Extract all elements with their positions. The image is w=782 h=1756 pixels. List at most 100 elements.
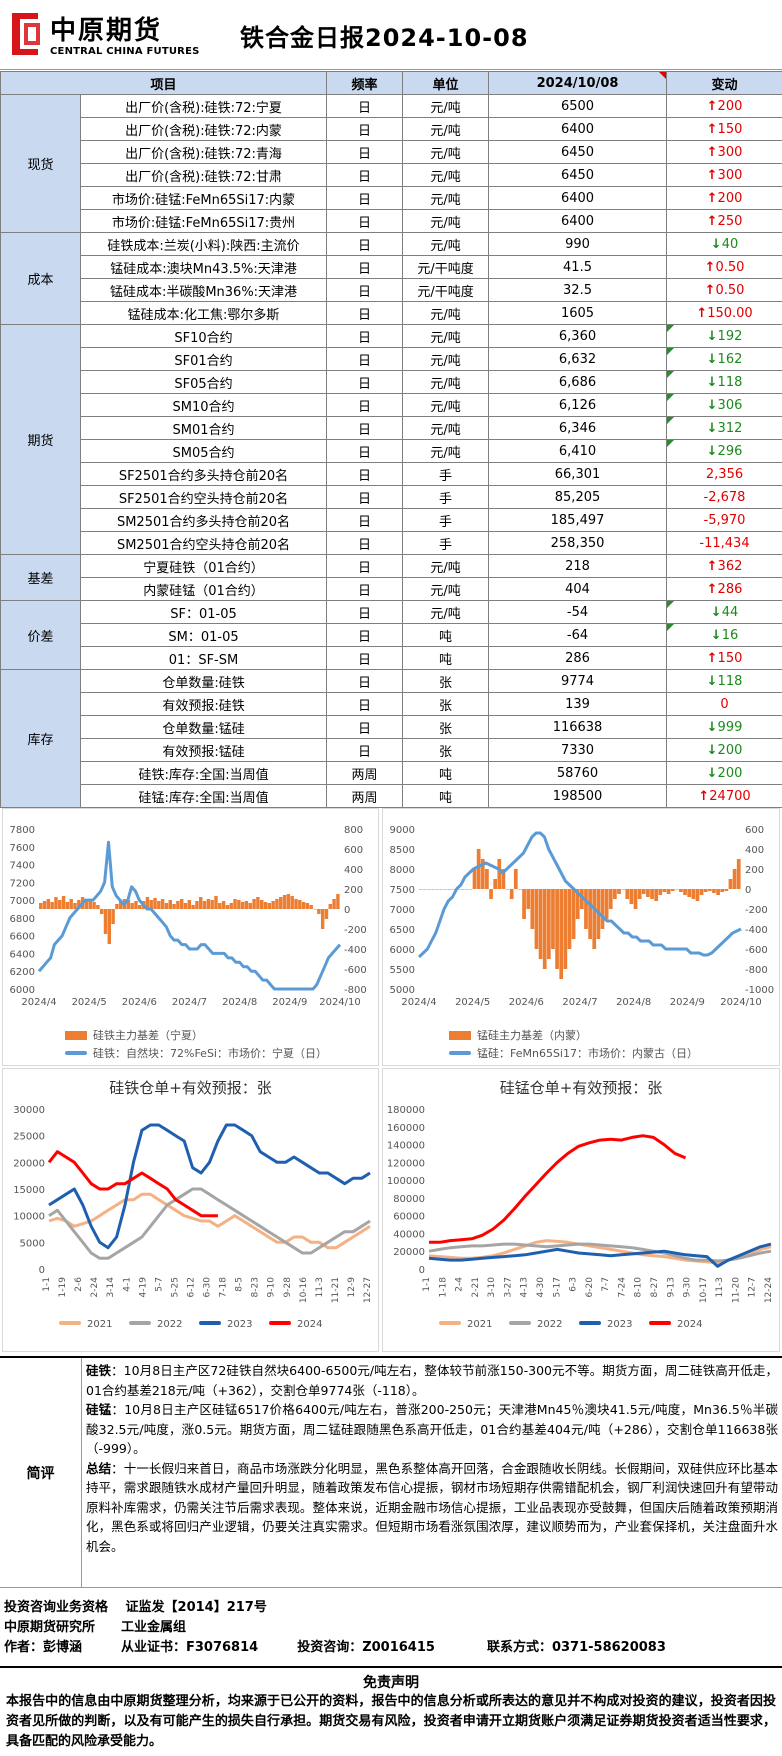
bar [168, 900, 172, 909]
item-cell: 锰硅成本:半碳酸Mn36%:天津港 [79, 278, 328, 302]
change-cell: ↑300 [666, 163, 782, 187]
bar [600, 889, 605, 929]
value-cell: 218 [488, 554, 668, 578]
series-line-2021 [48, 1192, 371, 1250]
change-cell: ↑250 [666, 209, 782, 233]
bar [320, 909, 325, 929]
bar [518, 889, 522, 890]
y-tick-label: 120000 [387, 1158, 425, 1169]
bar [580, 889, 584, 909]
legend-label: 2022 [157, 1319, 182, 1330]
change-cell: ↑286 [666, 577, 782, 601]
x-tick-label: 7-24 [617, 1277, 627, 1298]
y-tick-label: 20000 [13, 1158, 45, 1169]
col-header-unit: 单位 [402, 71, 490, 95]
bar [575, 889, 580, 919]
value-cell: -54 [488, 600, 668, 624]
item-cell: 宁夏硅铁（01合约） [79, 554, 328, 578]
bar [305, 903, 310, 909]
y2-tick-label: 800 [344, 825, 363, 836]
item-cell: 硅锰:库存:全国:当周值 [79, 784, 328, 808]
arrow-down-icon: ↓ [706, 374, 718, 390]
bar [629, 889, 634, 904]
bar [419, 889, 423, 890]
y-tick-label: 7500 [390, 885, 415, 896]
x-tick-label: 4-30 [536, 1277, 546, 1298]
change-cell: ↑0.50 [666, 255, 782, 279]
x-tick-label: 11-3 [315, 1277, 325, 1297]
value-cell: 6,346 [488, 416, 668, 440]
bar [145, 897, 150, 909]
y2-tick-label: -200 [344, 925, 367, 936]
y-tick-label: 6500 [390, 925, 415, 936]
arrow-up-icon: ↑ [706, 144, 718, 160]
bar [716, 889, 720, 895]
x-tick-label: 6-30 [203, 1277, 213, 1298]
item-cell: 硅铁:库存:全国:当周值 [79, 761, 328, 785]
y-tick-label: 7600 [10, 843, 35, 854]
item-cell: 市场价:硅锰:FeMn65Si17:贵州 [79, 209, 328, 233]
y-tick-label: 9000 [390, 825, 415, 836]
change-value: 362 [717, 558, 743, 574]
value-cell: 58760 [488, 761, 668, 785]
bar [286, 894, 291, 909]
table-row: SF2501合约空头持仓前20名日手 85,205 -2,678 [1, 485, 782, 509]
y-tick-label: 60000 [393, 1212, 425, 1223]
y2-tick-label: -400 [344, 945, 367, 956]
bar [138, 905, 142, 909]
unit-cell: 元/吨 [402, 577, 490, 601]
bar [107, 909, 112, 944]
change-cell: ↑0.50 [666, 278, 782, 302]
legend-label: 2021 [87, 1319, 112, 1330]
freq-cell: 日 [326, 186, 404, 210]
value-cell: 1605 [488, 301, 668, 325]
bar [489, 889, 493, 899]
table-row: 01：SF-SM 日吨 286 ↑150 [1, 646, 782, 670]
x-tick-label: 8-5 [235, 1277, 245, 1292]
change-cell: ↑362 [666, 554, 782, 578]
x-tick-label: 2024/6 [509, 997, 544, 1008]
item-cell: SM：01-05 [79, 623, 328, 647]
x-tick-label: 12-9 [347, 1277, 357, 1298]
x-tick-label: 2024/9 [670, 997, 705, 1008]
unit-cell: 元/吨 [402, 117, 490, 141]
col-header-change: 变动 [666, 71, 782, 95]
bar [153, 898, 157, 909]
bar [172, 904, 176, 909]
x-tick-label: 7-18 [219, 1277, 229, 1298]
change-value: 250 [717, 213, 743, 229]
change-value: 150 [717, 650, 743, 666]
bar [248, 903, 252, 909]
bar [670, 889, 675, 891]
x-tick-label: 6-20 [585, 1277, 595, 1298]
x-tick-label: 9-10 [267, 1277, 277, 1298]
table-row: 出厂价(含税):硅铁:72:青海日元/吨 6450 ↑300 [1, 140, 782, 164]
value-cell: 32.5 [488, 278, 668, 302]
arrow-up-icon: ↑ [696, 305, 708, 321]
table-row: 仓单数量:锰硅日张 116638 ↓999 [1, 715, 782, 739]
value-cell: 198500 [488, 784, 668, 808]
y2-tick-label: 600 [745, 825, 764, 836]
y-tick-label: 30000 [13, 1105, 45, 1116]
unit-cell: 元/干吨度 [402, 255, 490, 279]
x-tick-label: 1-1 [42, 1277, 52, 1292]
bar [61, 896, 66, 909]
legend-label: 2022 [537, 1319, 562, 1330]
x-tick-label: 3-14 [106, 1277, 116, 1298]
table-row: SM2501合约空头持仓前20名日手 258,350 -11,434 [1, 531, 782, 555]
bar [46, 899, 51, 909]
freq-cell: 日 [326, 623, 404, 647]
bar [447, 889, 452, 890]
freq-cell: 日 [326, 508, 404, 532]
bar [256, 897, 260, 909]
change-cell: ↓40 [666, 232, 782, 256]
value-cell: 404 [488, 577, 668, 601]
change-value: 200 [717, 98, 743, 114]
freq-cell: 日 [326, 692, 404, 716]
change-cell: ↓118 [666, 370, 782, 394]
unit-cell: 手 [402, 531, 490, 555]
chart-panel-simn-warrant: 硅锰仓单+有效预报：张 0 20000 40000 60000 80000 100000 1… [382, 1068, 780, 1352]
freq-cell: 日 [326, 416, 404, 440]
x-tick-label: 12-7 [748, 1277, 758, 1297]
footer-author: 作者：彭博涵 从业证书：F3076814 投资咨询：Z0016415 联系方式：… [4, 1640, 666, 1655]
